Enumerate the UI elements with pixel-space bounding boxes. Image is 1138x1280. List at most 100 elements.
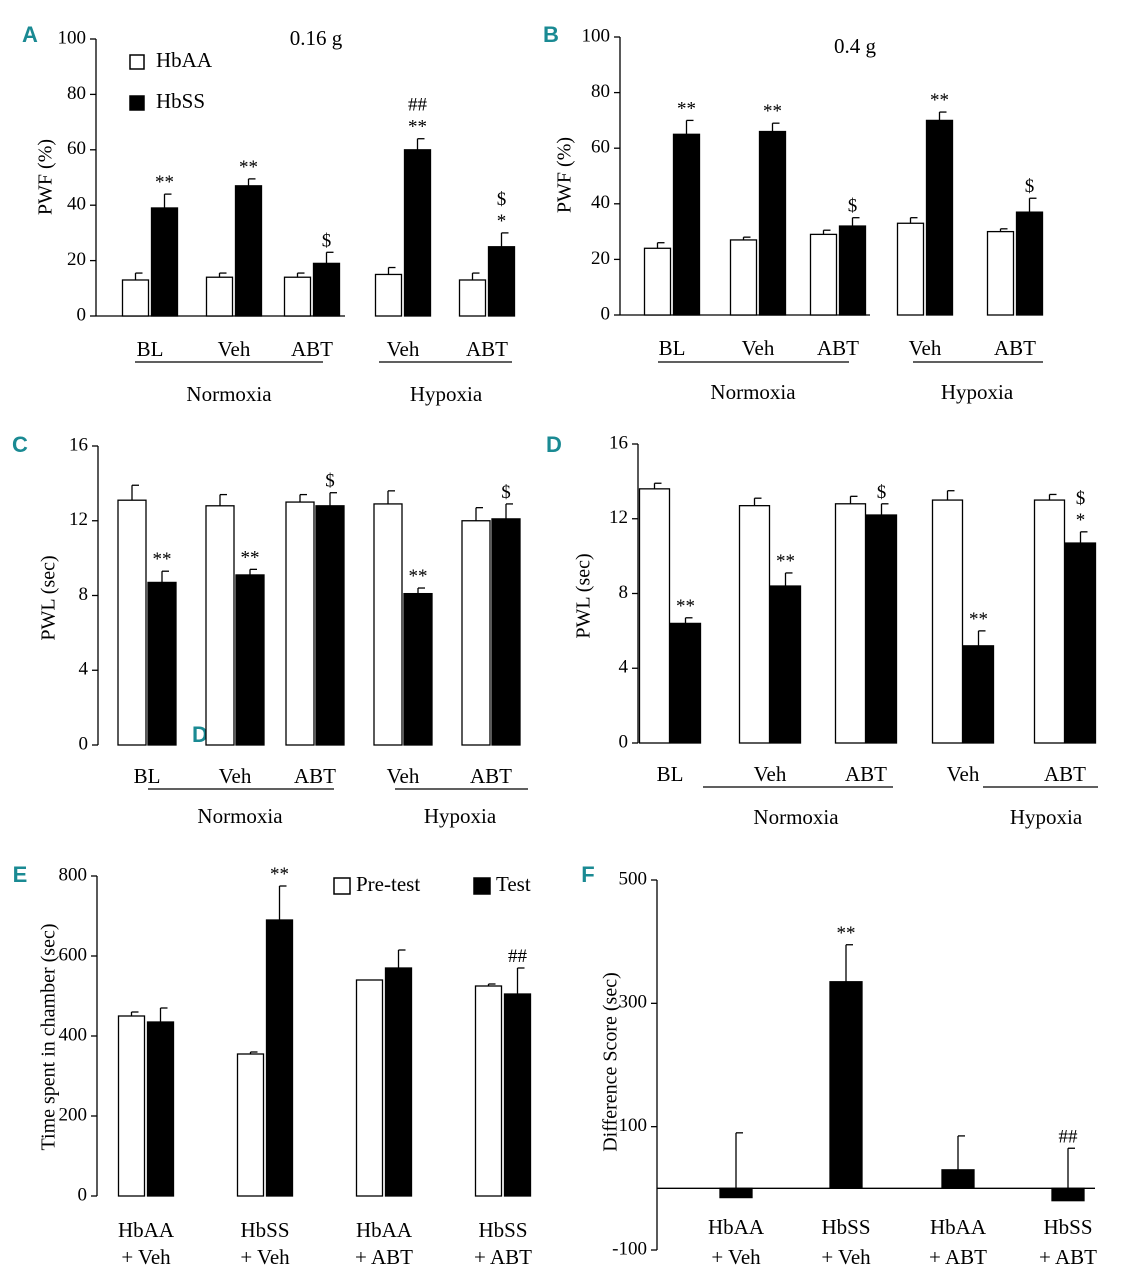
panel-f-bar-difference-3	[1051, 1187, 1085, 1202]
panel-c-category-label-2: ABT	[294, 764, 336, 788]
panel-a-category-label-2: ABT	[291, 337, 333, 361]
panel-d-bar-hbss-3	[962, 645, 995, 744]
panel-c-category-label-1: Veh	[219, 764, 252, 788]
panel-e-ytick-label-2: 400	[59, 1024, 88, 1045]
panel-a-ytick-label-3: 60	[67, 138, 86, 159]
panel-d-ytick-label-0: 0	[619, 731, 629, 752]
panel-c-ytick-label-0: 0	[79, 733, 89, 754]
panel-d-sig-mark-1-1-0: **	[776, 551, 795, 572]
panel-a-ytick-label-5: 100	[58, 27, 87, 48]
panel-a-bar-hbaa-4	[458, 279, 487, 317]
panel-f-category-label-1-0: HbSS	[821, 1215, 870, 1239]
panel-d-ytick-label-1: 4	[619, 657, 629, 678]
panel-c-ytick-label-3: 12	[69, 509, 88, 530]
panel-d-bar-hbss-1	[769, 585, 802, 744]
panel-e-bar-test-3	[503, 993, 532, 1197]
panel-d-category-label-0: BL	[657, 762, 684, 786]
panel-e-category-label-2-1: + ABT	[355, 1245, 413, 1269]
panel-a-category-label-1: Veh	[218, 337, 251, 361]
panel-a-label: A	[22, 22, 38, 47]
panel-b-ylabel: PWF (%)	[554, 137, 576, 213]
panel-f-category-label-2-0: HbAA	[930, 1215, 987, 1239]
panel-e-bar-pre-test-3	[474, 985, 503, 1197]
panel-c-bar-hbss-0	[147, 581, 177, 746]
panel-e-category-label-3-1: + ABT	[474, 1245, 532, 1269]
panel-a-sig-mark-1-4-1: *	[497, 211, 507, 232]
panel-b-label: B	[543, 22, 559, 47]
panel-e-bar-pre-test-0	[117, 1015, 146, 1197]
panel-c-bar-hbaa-3	[373, 503, 403, 746]
panel-c-ytick-label-4: 16	[69, 434, 88, 455]
panel-f-ytick-label-1: 100	[619, 1115, 648, 1136]
panel-e-sig-mark-1-1-0: **	[270, 864, 289, 885]
panel-a-bar-hbss-1	[234, 185, 263, 317]
panel-a-ytick-label-0: 0	[77, 304, 87, 325]
panel-a-bar-hbaa-3	[374, 273, 403, 317]
panel-b-group-label-1: Hypoxia	[941, 380, 1014, 404]
panel-c-sig-mark-1-2-0: $	[325, 471, 335, 492]
panel-e-category-label-1-0: HbSS	[240, 1218, 289, 1242]
panel-f-ytick-label-2: 300	[619, 992, 648, 1013]
panel-e-ytick-label-0: 0	[78, 1184, 88, 1205]
panel-c-bar-hbss-1	[235, 574, 265, 746]
panel-e-ytick-label-1: 200	[59, 1104, 88, 1125]
panel-f-bar-difference-1	[829, 981, 863, 1189]
panel-c-group-label-1: Hypoxia	[424, 804, 497, 828]
panel-e-legend-swatch-0	[333, 877, 351, 895]
panel-d-ytick-label-3: 12	[609, 507, 628, 528]
panel-f-ytick-label-3: 500	[619, 868, 648, 889]
panel-c-bar-hbss-3	[403, 592, 433, 746]
panel-b-category-label-0: BL	[659, 336, 686, 360]
panel-c-category-label-0: BL	[134, 764, 161, 788]
panel-c-bar-hbaa-4	[461, 520, 491, 746]
panel-e-category-label-0-0: HbAA	[118, 1218, 175, 1242]
stray-panel-label: D	[192, 722, 208, 747]
panel-a-category-label-4: ABT	[466, 337, 508, 361]
panel-c-label: C	[12, 432, 28, 457]
panel-a-category-label-3: Veh	[387, 337, 420, 361]
panel-e-category-label-3-0: HbSS	[478, 1218, 527, 1242]
panel-c-sig-mark-1-3-0: **	[409, 566, 428, 587]
panel-b-category-label-4: ABT	[994, 336, 1036, 360]
panel-d-sig-mark-1-0-0: **	[676, 596, 695, 617]
panel-a-bar-hbaa-1	[205, 276, 234, 317]
panel-e-category-label-1-1: + Veh	[240, 1245, 290, 1269]
panel-d-sig-mark-1-4-1: *	[1076, 510, 1086, 531]
panel-d-category-label-4: ABT	[1044, 762, 1086, 786]
panel-c-bar-hbaa-0	[117, 499, 147, 746]
panel-d-group-label-0: Normoxia	[753, 805, 839, 829]
panel-c-ytick-label-1: 4	[79, 659, 89, 680]
panel-b-category-label-3: Veh	[909, 336, 942, 360]
panel-e-legend-swatch-1	[473, 877, 491, 895]
panel-d-category-label-3: Veh	[947, 762, 980, 786]
panel-b-sig-mark-1-2-0: $	[848, 196, 858, 217]
panel-c-bar-hbss-4	[491, 518, 521, 746]
panel-d-bar-hbaa-4	[1033, 499, 1066, 744]
panel-b-bar-hbss-4	[1015, 211, 1044, 316]
panel-a-legend-label-1: HbSS	[156, 89, 205, 113]
panel-a-sig-mark-1-0-0: **	[155, 172, 174, 193]
panel-d-bar-hbaa-3	[931, 499, 964, 744]
panel-f-category-label-2-1: + ABT	[929, 1245, 987, 1269]
panel-b-ytick-label-0: 0	[601, 303, 611, 324]
panel-a-legend-swatch-0	[129, 54, 145, 70]
panel-d-bar-hbaa-2	[834, 503, 867, 744]
panel-e-bar-test-1	[265, 919, 294, 1197]
panel-e-ytick-label-4: 800	[59, 864, 88, 885]
panel-f-category-label-3-1: + ABT	[1039, 1245, 1097, 1269]
panel-a-legend-swatch-1	[129, 95, 145, 111]
panel-e-ytick-label-3: 600	[59, 944, 88, 965]
panel-e-label: E	[13, 862, 28, 887]
panel-e-bar-test-0	[146, 1021, 175, 1197]
panel-f-category-label-0-1: + Veh	[711, 1245, 761, 1269]
panel-d-sig-mark-1-3-0: **	[969, 609, 988, 630]
panel-d-category-label-1: Veh	[754, 762, 787, 786]
panel-a-ytick-label-4: 80	[67, 83, 86, 104]
panel-a-category-label-0: BL	[137, 337, 164, 361]
panel-b-ytick-label-4: 80	[591, 81, 610, 102]
panel-b-category-label-1: Veh	[742, 336, 775, 360]
panel-f-bar-difference-0	[719, 1187, 753, 1199]
panel-c-ytick-label-2: 8	[79, 584, 89, 605]
panel-b-sig-mark-1-4-0: $	[1025, 176, 1035, 197]
panel-e-ylabel: Time spent in chamber (sec)	[38, 924, 60, 1151]
